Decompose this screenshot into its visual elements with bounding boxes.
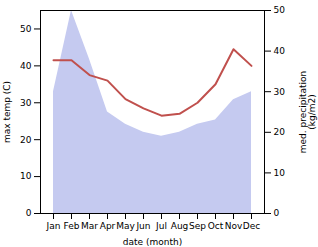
svg-text:Nov: Nov xyxy=(225,221,243,231)
svg-text:max temp (C): max temp (C) xyxy=(2,81,12,143)
svg-text:Jan: Jan xyxy=(46,221,61,231)
svg-text:May: May xyxy=(116,221,135,231)
svg-text:Jun: Jun xyxy=(135,221,150,231)
svg-text:10: 10 xyxy=(274,168,286,178)
svg-text:0: 0 xyxy=(26,208,32,218)
svg-text:20: 20 xyxy=(274,127,286,137)
svg-text:Sep: Sep xyxy=(189,221,206,231)
svg-text:Aug: Aug xyxy=(171,221,189,231)
svg-text:date (month): date (month) xyxy=(123,237,182,247)
svg-text:Dec: Dec xyxy=(243,221,260,231)
svg-text:0: 0 xyxy=(274,208,280,218)
svg-text:med. precipitation(kg/m2): med. precipitation(kg/m2) xyxy=(298,71,317,153)
svg-text:50: 50 xyxy=(20,24,32,34)
svg-text:20: 20 xyxy=(20,135,32,145)
svg-text:50: 50 xyxy=(274,5,286,15)
svg-text:10: 10 xyxy=(20,171,32,181)
svg-text:Mar: Mar xyxy=(81,221,98,231)
svg-text:30: 30 xyxy=(20,98,32,108)
svg-text:Feb: Feb xyxy=(64,221,80,231)
svg-text:40: 40 xyxy=(274,46,286,56)
svg-text:40: 40 xyxy=(20,61,32,71)
svg-text:30: 30 xyxy=(274,87,286,97)
svg-text:Oct: Oct xyxy=(208,221,224,231)
svg-text:Jul: Jul xyxy=(155,221,167,231)
svg-text:Apr: Apr xyxy=(100,221,116,231)
